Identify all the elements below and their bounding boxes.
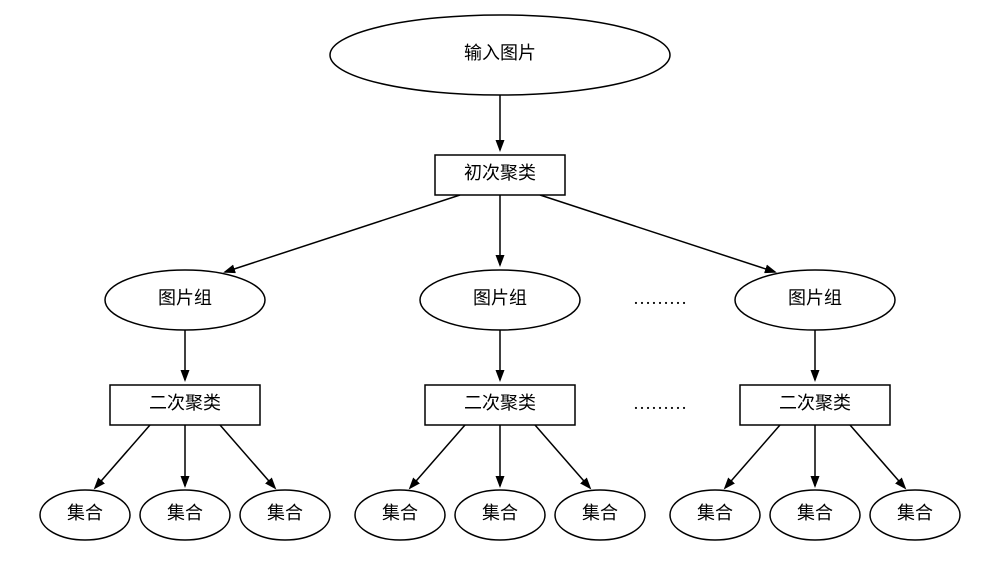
- label-s21: 集合: [382, 503, 418, 523]
- label-s32: 集合: [797, 503, 833, 523]
- label-grp2: 图片组: [473, 288, 527, 308]
- label-grp1: 图片组: [158, 288, 212, 308]
- label-s22: 集合: [482, 503, 518, 523]
- edge: [95, 425, 150, 488]
- edge: [535, 425, 590, 488]
- ellipsis-dots_s: ………: [633, 393, 687, 413]
- clustering-diagram: 输入图片初次聚类图片组 图片组 图片组 ……… 二次聚类 二次聚类 二次聚类 ……… 集合 集合 集…: [0, 0, 1000, 575]
- label-sec3: 二次聚类: [779, 393, 851, 413]
- ellipsis-dots_g: ………: [633, 288, 687, 308]
- label-s11: 集合: [67, 503, 103, 523]
- label-s23: 集合: [582, 503, 618, 523]
- edge: [850, 425, 905, 488]
- label-sec1: 二次聚类: [149, 393, 221, 413]
- edge: [410, 425, 465, 488]
- edge: [725, 425, 780, 488]
- label-init: 初次聚类: [464, 163, 536, 183]
- edge: [540, 195, 775, 272]
- label-root: 输入图片: [464, 43, 536, 63]
- label-s13: 集合: [267, 503, 303, 523]
- label-s31: 集合: [697, 503, 733, 523]
- edge: [225, 195, 460, 272]
- edge: [220, 425, 275, 488]
- label-sec2: 二次聚类: [464, 393, 536, 413]
- label-s33: 集合: [897, 503, 933, 523]
- label-grp3: 图片组: [788, 288, 842, 308]
- label-s12: 集合: [167, 503, 203, 523]
